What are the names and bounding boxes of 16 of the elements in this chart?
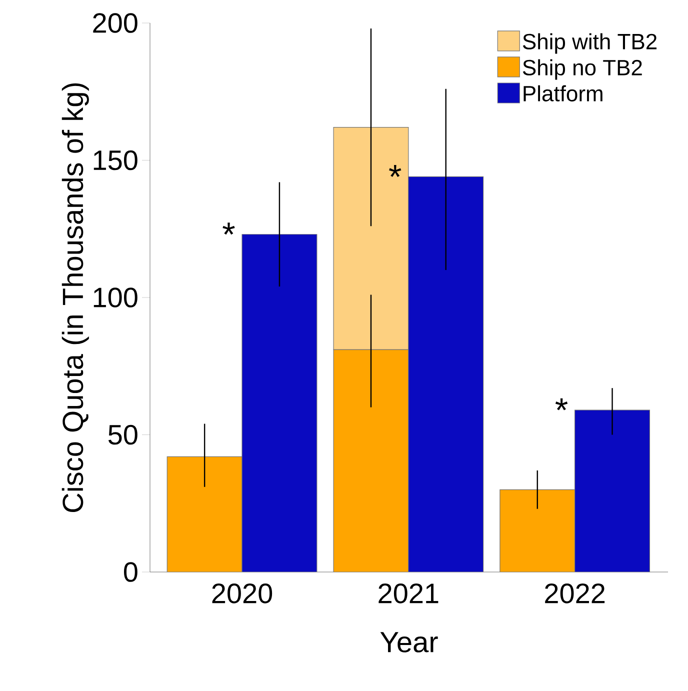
annotation: * xyxy=(389,165,402,177)
y-tick-label: 200 xyxy=(93,13,138,33)
x-tick-label: 2020 xyxy=(212,584,272,604)
y-tick-label: 150 xyxy=(94,150,138,170)
y-tick-label: 0 xyxy=(124,562,138,582)
y-axis-title: Cisco Quota (in Thousands of kg) xyxy=(62,83,89,512)
y-tick-label: 50 xyxy=(108,424,138,445)
legend-label: Ship with TB2 xyxy=(522,33,657,54)
x-tick-label: 2022 xyxy=(545,584,605,604)
annotation: * xyxy=(222,222,235,235)
legend-label: Platform xyxy=(524,85,602,102)
legend-label: Ship no TB2 xyxy=(522,59,642,80)
x-tick-label: 2021 xyxy=(378,584,438,604)
x-axis-title: Year xyxy=(380,632,438,652)
annotation: * xyxy=(555,398,568,410)
y-tick-label: 100 xyxy=(94,288,138,308)
